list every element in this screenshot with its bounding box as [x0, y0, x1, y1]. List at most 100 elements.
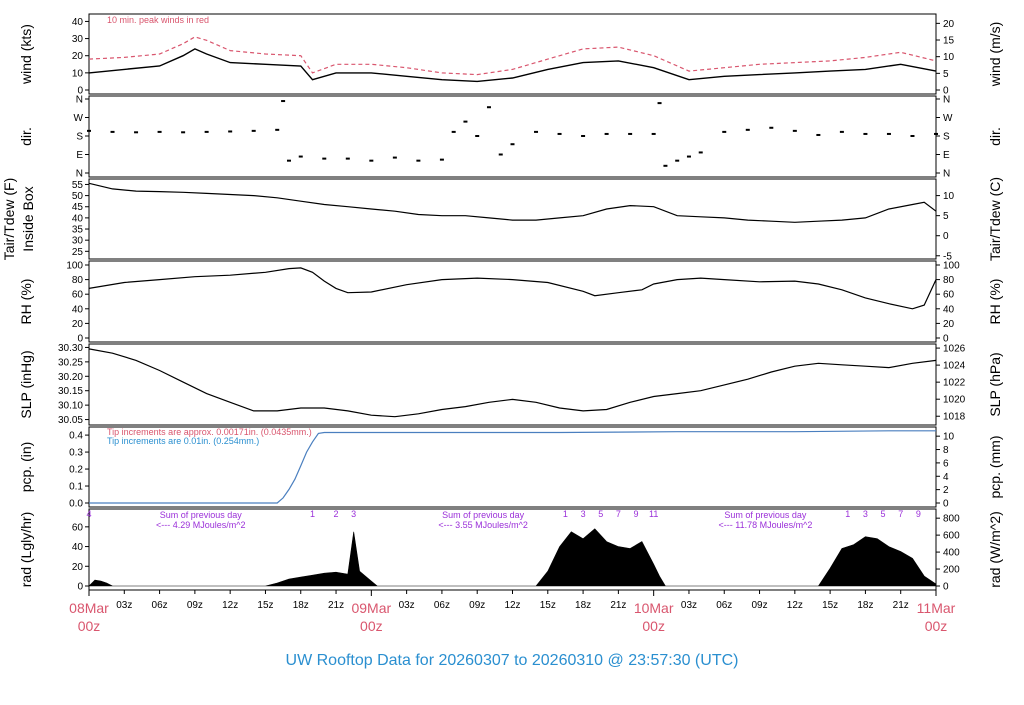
panel-rad-day-value: <--- 11.78 MJoules/m^2 [719, 520, 813, 530]
x-minor-tick-label: 15z [822, 600, 838, 611]
panel-wind-right-tick-label: 15 [943, 36, 955, 47]
panel-dir-point [769, 126, 774, 129]
panel-dir-left-tick-label: S [76, 132, 83, 143]
x-major-date: 08Mar [69, 600, 109, 616]
panel-slp-series [88, 348, 937, 418]
panel-dir-point [392, 156, 397, 159]
panel-rad-hour-marker: 7 [898, 509, 903, 519]
panel-dir-point [534, 130, 539, 133]
panel-pcp-right-tick-label: 4 [943, 472, 949, 483]
panel-pcp-left-tick-label: 0.3 [69, 448, 83, 459]
panel-wind-right-tick-label: 10 [943, 52, 955, 63]
panel-dir-point [345, 157, 350, 160]
panel-slp-right-tick-label: 1026 [943, 344, 966, 355]
panel-slp-ylabel-right: SLP (hPa) [987, 352, 1003, 416]
panel-temp-left-tick-label: 30 [72, 236, 84, 247]
panel-slp-left-tick-label: 30.10 [58, 401, 83, 412]
panel-dir-point [298, 155, 303, 158]
panel-rad-day-value: <--- 4.29 MJoules/m^2 [156, 520, 246, 530]
panel-rad-left-tick-label: 60 [72, 522, 84, 533]
x-minor-tick-label: 09z [187, 600, 203, 611]
x-minor-tick-label: 12z [222, 600, 238, 611]
panel-slp-frame [88, 343, 937, 426]
panel-dir-point [839, 130, 844, 133]
panel-dir-left-tick-label: N [76, 169, 83, 180]
panel-wind-left-tick-label: 10 [72, 68, 84, 79]
panel-dir-point [722, 130, 727, 133]
panel-rad-hour-marker: 11 [649, 509, 658, 519]
panel-rad-left-tick-label: 0 [77, 582, 83, 593]
panel-dir-point [134, 131, 139, 134]
panel-temp-right-tick-label: 0 [943, 231, 949, 242]
panel-wind-ylabel-right: wind (m/s) [987, 22, 1003, 88]
panel-rad-day-summary: Sum of previous day [724, 510, 807, 520]
panel-temp-left-tick-label: 40 [72, 213, 84, 224]
panel-dir-point [110, 130, 115, 133]
panel-slp-right-tick-label: 1024 [943, 361, 966, 372]
panel-wind-ylabel-left: wind (kts) [18, 24, 34, 85]
panel-wind-right-tick-label: 5 [943, 69, 949, 80]
panel-dir-left-tick-label: E [76, 150, 83, 161]
panel-dir-point [663, 164, 668, 167]
panel-dir-point [204, 130, 209, 133]
panel-dir-point [475, 135, 480, 137]
panel-dir-point [698, 151, 703, 154]
panel-dir-point [322, 157, 327, 160]
panel-dir-point [416, 159, 421, 162]
panel-slp-ylabel-left: SLP (inHg) [18, 350, 34, 418]
x-minor-tick-label: 09z [751, 600, 767, 611]
panel-rad-day-summary: Sum of previous day [442, 510, 525, 520]
panel-dir-point [745, 128, 750, 131]
panel-rad-hour-marker: 3 [581, 509, 586, 519]
panel-dir-point [628, 132, 633, 135]
x-minor-tick-label: 21z [893, 600, 909, 611]
panel-dir-point [369, 159, 374, 162]
panel-dir-right-tick-label: W [943, 113, 953, 124]
panel-rad-hour-marker: 1 [563, 509, 568, 519]
panel-rad-hour-marker: 5 [598, 509, 603, 519]
panel-rad-hour-marker: 1 [845, 509, 850, 519]
panel-dir-frame [88, 95, 937, 178]
x-major-date: 09Mar [351, 600, 391, 616]
x-minor-tick-label: 03z [116, 600, 132, 611]
panel-rh-right-tick-label: 60 [943, 290, 955, 301]
panel-rad-right-tick-label: 800 [943, 514, 960, 525]
panel-slp-right-tick-label: 1018 [943, 412, 966, 423]
x-minor-tick-label: 03z [681, 600, 697, 611]
panel-slp-right-tick-label: 1022 [943, 378, 966, 389]
x-minor-tick-label: 21z [328, 600, 344, 611]
panel-rh-frame [88, 260, 937, 343]
panel-rad-day-value: <--- 3.55 MJoules/m^2 [438, 520, 528, 530]
panel-dir-point [281, 100, 286, 103]
panel-rad-hour-marker: 7 [616, 509, 621, 519]
x-minor-tick-label: 06z [716, 600, 732, 611]
panel-dir-point [792, 129, 797, 132]
panel-wind-series-wind [88, 48, 937, 83]
panel-dir-point [228, 130, 233, 133]
panel-wind-left-tick-label: 0 [77, 86, 83, 97]
panel-rh-left-tick-label: 100 [66, 261, 83, 272]
panel-temp-left-tick-label: 35 [72, 225, 84, 236]
panel-rh-left-tick-label: 20 [72, 319, 84, 330]
panel-temp-right-tick-label: -5 [943, 251, 952, 262]
panel-pcp-right-tick-label: 6 [943, 458, 949, 469]
x-major-date: 10Mar [634, 600, 674, 616]
panel-pcp-left-tick-label: 0.2 [69, 465, 83, 476]
x-minor-tick-label: 18z [857, 600, 873, 611]
panel-rad-hour-marker: 9 [634, 509, 639, 519]
x-major-time: 00z [925, 618, 948, 634]
panel-rh-right-tick-label: 40 [943, 304, 955, 315]
x-minor-tick-label: 12z [787, 600, 803, 611]
panel-pcp-annotation-1: Tip increments are approx. 0.00171in. (0… [107, 427, 312, 437]
x-major-date: 11Mar [917, 600, 956, 616]
panel-temp-left-tick-label: 25 [72, 247, 84, 258]
panel-pcp-left-tick-label: 0.1 [69, 482, 83, 493]
panel-dir-point [251, 129, 256, 132]
panel-slp-left-tick-label: 30.15 [58, 386, 83, 397]
panel-rad-day-summary: Sum of previous day [160, 510, 243, 520]
panel-wind-left-tick-label: 40 [72, 17, 84, 28]
panel-dir-point [486, 106, 491, 109]
panel-dir-right-tick-label: S [943, 132, 950, 143]
panel-dir-point [498, 153, 503, 156]
panel-slp-left-tick-label: 30.20 [58, 372, 83, 383]
